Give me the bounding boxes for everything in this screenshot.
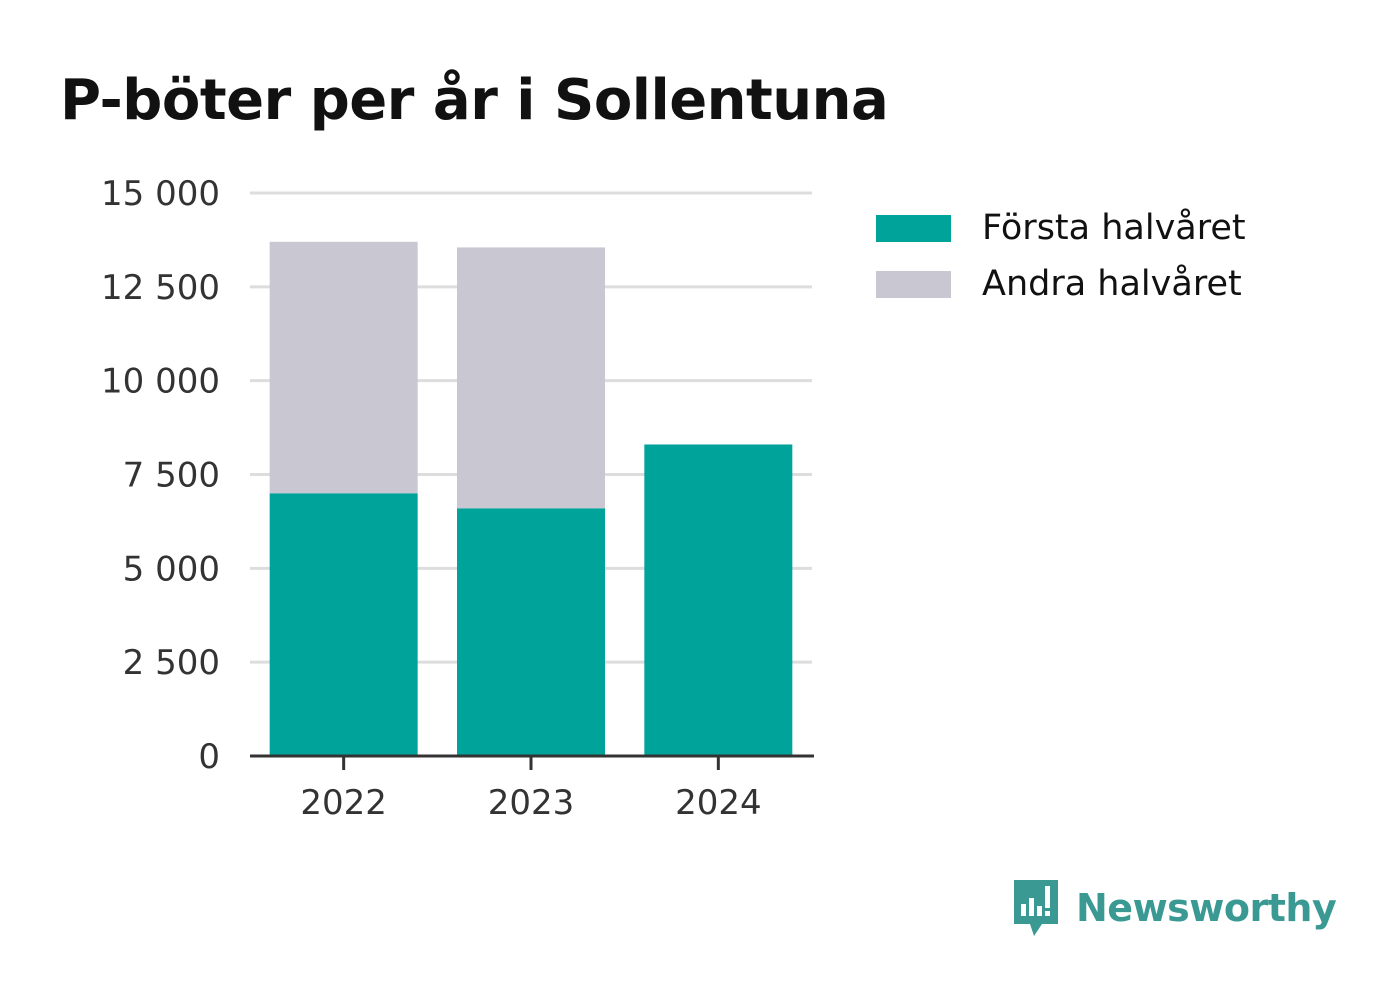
bar-second-half	[269, 241, 418, 494]
bar-first-half	[269, 493, 418, 756]
chart-title: P-böter per år i Sollentuna	[60, 68, 889, 133]
y-axis-tick-labels: 0 2 500 5 000 7 500 10 000 12 500 15 000	[101, 174, 220, 777]
legend-label-second-half: Andra halvåret	[982, 264, 1242, 304]
bar-first-half	[457, 508, 605, 756]
newsworthy-logo-icon	[1014, 880, 1058, 936]
legend-item-second-half: Andra halvåret	[876, 256, 1246, 312]
bars	[269, 241, 793, 756]
y-tick-label: 12 500	[101, 268, 220, 308]
x-axis-tick-labels: 2022 2023 2024	[300, 783, 761, 823]
x-tick-label: 2022	[300, 783, 387, 823]
y-tick-label: 15 000	[101, 174, 220, 214]
y-tick-label: 5 000	[123, 549, 220, 589]
y-tick-label: 7 500	[123, 456, 220, 496]
brand-logo: Newsworthy	[1010, 876, 1337, 940]
bar-second-half	[457, 247, 605, 509]
legend: Första halvåret Andra halvåret	[876, 200, 1246, 312]
x-tick-label: 2024	[675, 783, 762, 823]
legend-swatch-first-half	[876, 214, 951, 242]
legend-label-first-half: Första halvåret	[982, 208, 1246, 248]
brand-name: Newsworthy	[1076, 886, 1337, 930]
y-tick-label: 2 500	[123, 643, 220, 683]
y-tick-label: 0	[198, 737, 220, 777]
bar-first-half	[644, 444, 793, 756]
y-tick-label: 10 000	[101, 362, 220, 402]
legend-item-first-half: Första halvåret	[876, 200, 1246, 256]
legend-swatch-second-half	[876, 270, 951, 298]
x-tick-label: 2023	[488, 783, 575, 823]
x-axis	[250, 754, 814, 770]
